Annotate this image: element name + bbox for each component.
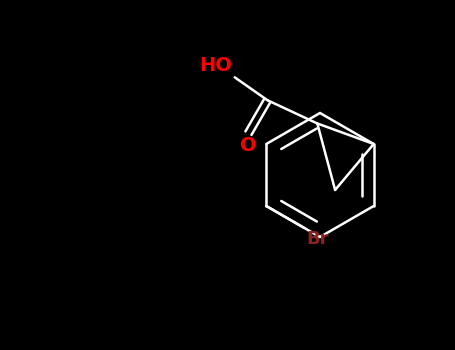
Text: HO: HO	[199, 56, 232, 75]
Text: Br: Br	[306, 230, 329, 248]
Text: O: O	[240, 136, 257, 155]
